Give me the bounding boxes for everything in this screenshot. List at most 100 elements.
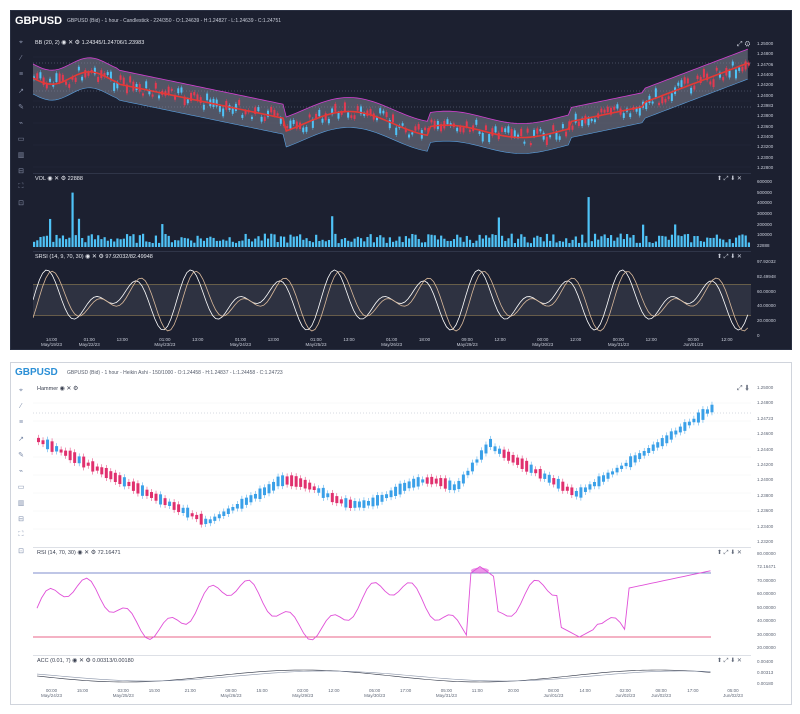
- close-icon[interactable]: ✕: [736, 658, 742, 664]
- expand-icon[interactable]: ⤢: [723, 254, 729, 260]
- fullscreen-icon[interactable]: ⛶: [18, 531, 24, 538]
- volume-bar: [555, 242, 558, 247]
- delete-icon[interactable]: ▭: [17, 136, 25, 143]
- close-icon[interactable]: ✕: [54, 176, 60, 182]
- candle-body: [363, 113, 366, 116]
- bottom-chart-panel[interactable]: GBPUSD GBPUSD (Bid) - 1 hour - Heikin As…: [10, 362, 792, 705]
- gear-icon[interactable]: ⚙: [98, 254, 104, 260]
- split-icon[interactable]: ⊟: [18, 516, 24, 523]
- candle-body: [577, 121, 580, 126]
- arrow-down-icon[interactable]: ⬇: [730, 254, 736, 260]
- delete-icon[interactable]: ▭: [17, 484, 25, 491]
- close-icon[interactable]: ✕: [68, 40, 74, 46]
- bollinger-lower-band: [33, 78, 748, 154]
- arrow-up-icon[interactable]: ⬆: [717, 658, 723, 664]
- gear-icon[interactable]: ⚙: [60, 176, 67, 182]
- bar-chart-icon[interactable]: ▥: [17, 500, 25, 507]
- axis-tick-label: 1.24400: [757, 72, 774, 77]
- heikin-ashi-body: [118, 475, 122, 485]
- volume-bar: [49, 218, 52, 247]
- candle-body: [517, 134, 520, 138]
- eye-icon[interactable]: ◉: [72, 658, 78, 664]
- line-icon[interactable]: ⁄: [20, 55, 22, 62]
- close-icon[interactable]: ✕: [66, 386, 72, 392]
- split-icon[interactable]: ⊟: [18, 168, 24, 175]
- close-icon[interactable]: ✕: [736, 254, 742, 260]
- axis-tick-label: 500000: [757, 189, 773, 195]
- zoom-icon[interactable]: ⊡: [18, 200, 24, 207]
- arrow-down-icon[interactable]: ⬇: [744, 385, 749, 392]
- close-icon[interactable]: ✕: [84, 550, 90, 556]
- zoom-icon[interactable]: ⊡: [18, 548, 24, 555]
- arrow-down-icon[interactable]: ⬇: [730, 176, 736, 182]
- crosshair-icon[interactable]: ⌖: [19, 387, 23, 394]
- eye-icon[interactable]: ◉: [59, 386, 65, 392]
- volume-bar: [61, 235, 65, 247]
- time-tick-label: 13:00: [267, 337, 279, 342]
- fullscreen-icon[interactable]: ⛶: [18, 183, 24, 190]
- close-icon[interactable]: ✕: [736, 176, 742, 182]
- price-pane-candles[interactable]: [33, 47, 751, 171]
- acc-signal-line: [36, 670, 711, 682]
- close-icon[interactable]: ✕: [91, 254, 97, 260]
- pane-window-controls[interactable]: ⤢ ⚙: [737, 41, 750, 49]
- candle-body: [549, 135, 552, 138]
- arrow-up-icon[interactable]: ⬆: [717, 176, 723, 182]
- expand-icon[interactable]: ⤢: [723, 176, 729, 182]
- close-icon[interactable]: ✕: [78, 658, 84, 664]
- candle-body: [491, 128, 494, 136]
- arrow-up-icon[interactable]: ⬆: [717, 550, 723, 556]
- pencil-icon[interactable]: ✎: [18, 104, 24, 111]
- brush-icon[interactable]: ⌁: [18, 120, 24, 127]
- price-pane-heikin-ashi[interactable]: [33, 395, 751, 545]
- srsi-k-line: [33, 269, 749, 331]
- pane-window-controls[interactable]: ⬆ ⤢ ⬇ ✕: [717, 253, 742, 261]
- arrow-down-icon[interactable]: ⬇: [730, 550, 736, 556]
- pane-window-controls[interactable]: ⬆ ⤢ ⬇ ✕: [717, 657, 742, 665]
- axis-tick-label: 72.16471: [757, 564, 776, 570]
- srsi-pane-lines[interactable]: [33, 261, 751, 339]
- expand-icon[interactable]: ⤢: [723, 658, 729, 664]
- volume-bar: [417, 239, 420, 247]
- volume-pane-bars[interactable]: [33, 183, 751, 247]
- close-icon[interactable]: ✕: [736, 550, 742, 556]
- gear-icon[interactable]: ⚙: [74, 40, 81, 46]
- eye-icon[interactable]: ◉: [61, 40, 67, 46]
- volume-bar: [542, 241, 545, 247]
- top-chart-panel[interactable]: GBPUSD GBPUSD (Bid) - 1 hour - Candlesti…: [10, 10, 792, 350]
- gear-icon[interactable]: ⚙: [85, 658, 91, 664]
- pane-window-controls[interactable]: ⬆ ⤢ ⬇ ✕: [717, 175, 742, 183]
- volume-bar: [286, 242, 289, 247]
- pane-window-controls[interactable]: ⤢ ⬇: [737, 385, 749, 393]
- candle-body: [468, 129, 471, 132]
- eye-icon[interactable]: ◉: [77, 550, 83, 556]
- line-icon[interactable]: ⁄: [20, 403, 22, 410]
- pane-window-controls[interactable]: ⬆ ⤢ ⬇ ✕: [717, 549, 742, 557]
- horizontal-line-icon[interactable]: ≡: [18, 71, 24, 78]
- gear-icon[interactable]: ⚙: [744, 41, 751, 48]
- expand-icon[interactable]: ⤢: [737, 385, 743, 392]
- volume-bar: [670, 234, 674, 247]
- pencil-icon[interactable]: ✎: [18, 452, 24, 459]
- acc-pane-lines[interactable]: [33, 665, 751, 687]
- arrow-up-icon[interactable]: ⬆: [717, 254, 723, 260]
- arrow-down-icon[interactable]: ⬇: [730, 658, 736, 664]
- brush-icon[interactable]: ⌁: [18, 468, 24, 475]
- expand-icon[interactable]: ⤢: [737, 41, 743, 48]
- volume-bar: [712, 237, 715, 247]
- volume-bar: [709, 238, 712, 247]
- gear-icon[interactable]: ⚙: [72, 386, 79, 392]
- eye-icon[interactable]: ◉: [47, 176, 53, 182]
- rsi-pane-line[interactable]: [33, 557, 751, 653]
- volume-bar: [635, 242, 638, 247]
- bar-chart-icon[interactable]: ▥: [17, 152, 25, 159]
- volume-bar: [606, 238, 609, 247]
- eye-icon[interactable]: ◉: [85, 254, 91, 260]
- gear-icon[interactable]: ⚙: [90, 550, 97, 556]
- trend-line-icon[interactable]: ↗: [18, 436, 24, 443]
- horizontal-line-icon[interactable]: ≡: [18, 419, 24, 426]
- volume-bar: [715, 234, 718, 247]
- trend-line-icon[interactable]: ↗: [18, 88, 24, 95]
- crosshair-icon[interactable]: ⌖: [19, 39, 23, 46]
- expand-icon[interactable]: ⤢: [723, 550, 729, 556]
